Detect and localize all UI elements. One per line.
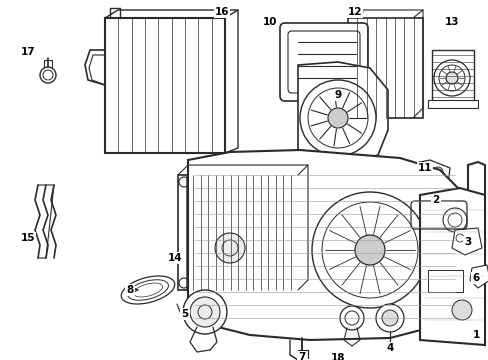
Polygon shape xyxy=(297,62,387,165)
Text: 13: 13 xyxy=(444,17,458,27)
Circle shape xyxy=(287,278,297,288)
Text: 12: 12 xyxy=(347,7,362,17)
Circle shape xyxy=(433,60,469,96)
Text: 5: 5 xyxy=(181,309,188,319)
Circle shape xyxy=(381,310,397,326)
Text: 3: 3 xyxy=(464,237,470,247)
Circle shape xyxy=(179,278,189,288)
Circle shape xyxy=(354,235,384,265)
Text: 6: 6 xyxy=(471,273,479,283)
Text: 15: 15 xyxy=(20,233,35,243)
Circle shape xyxy=(327,108,347,128)
Text: 11: 11 xyxy=(417,163,431,173)
Polygon shape xyxy=(451,228,481,255)
Circle shape xyxy=(40,67,56,83)
Text: 10: 10 xyxy=(262,17,277,27)
Circle shape xyxy=(451,300,471,320)
Circle shape xyxy=(339,306,363,330)
Circle shape xyxy=(299,80,375,156)
Text: 1: 1 xyxy=(471,330,479,340)
Circle shape xyxy=(392,170,402,180)
Text: 16: 16 xyxy=(214,7,229,17)
Bar xyxy=(178,175,297,290)
Circle shape xyxy=(215,233,244,263)
Circle shape xyxy=(311,192,427,308)
Ellipse shape xyxy=(121,276,174,304)
Circle shape xyxy=(287,177,297,187)
Circle shape xyxy=(375,304,403,332)
Circle shape xyxy=(432,167,442,177)
Circle shape xyxy=(183,290,226,334)
Polygon shape xyxy=(469,265,488,288)
Polygon shape xyxy=(387,160,449,192)
Bar xyxy=(105,18,224,153)
Text: 9: 9 xyxy=(334,90,341,100)
FancyBboxPatch shape xyxy=(280,23,367,101)
Text: 18: 18 xyxy=(330,353,345,360)
Text: 7: 7 xyxy=(298,352,305,360)
Polygon shape xyxy=(419,188,484,345)
Text: 4: 4 xyxy=(386,343,393,353)
Polygon shape xyxy=(467,162,484,342)
Text: 14: 14 xyxy=(167,253,182,263)
Text: 2: 2 xyxy=(431,195,439,205)
Circle shape xyxy=(179,177,189,187)
Circle shape xyxy=(445,72,457,84)
Circle shape xyxy=(442,208,466,232)
Bar xyxy=(427,100,477,108)
Circle shape xyxy=(190,297,220,327)
Bar xyxy=(431,50,473,105)
Bar xyxy=(427,270,462,292)
Polygon shape xyxy=(187,150,459,340)
Text: 17: 17 xyxy=(20,47,35,57)
Bar xyxy=(347,18,422,118)
Text: 8: 8 xyxy=(126,285,133,295)
